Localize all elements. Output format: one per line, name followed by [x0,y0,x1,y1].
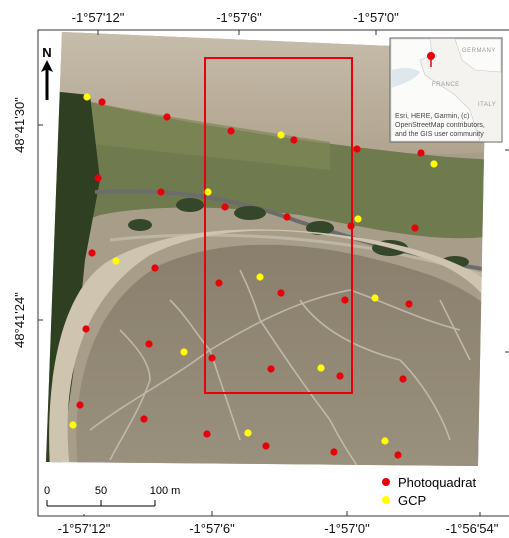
inset-location-marker [427,52,435,60]
gcp-point [317,364,325,372]
photoquadrat-point [399,375,407,383]
photoquadrat-point [394,451,402,459]
photoquadrat-point [341,296,349,304]
bottom-tick-label-3: -1°57'0" [324,521,370,536]
gcp-point [180,348,188,356]
north-arrow-label: N [42,45,51,60]
scale-label-50: 50 [95,485,107,497]
photoquadrat-point [290,136,298,144]
inset-attribution-line-3: and the GIS user community [395,131,484,138]
photoquadrat-point [267,365,275,373]
photoquadrat-point [215,279,223,287]
inset-label-italy: ITALY [478,102,496,108]
photoquadrat-point [140,415,148,423]
gcp-point [69,421,77,429]
left-tick-label-2: 48°41'24" [12,292,27,348]
bottom-tick-label-4: -1°56'54" [446,521,499,536]
gcp-point [112,257,120,265]
inset-label-france: FRANCE [432,82,460,88]
photoquadrat-point [94,174,102,182]
photoquadrat-point [157,188,165,196]
legend: Photoquadrat GCP [368,468,506,512]
photoquadrat-point [330,448,338,456]
photoquadrat-point [82,325,90,333]
photoquadrat-point [151,264,159,272]
photoquadrat-point [163,113,171,121]
gcp-point [354,215,362,223]
gcp-point [244,429,252,437]
bottom-tick-label-1: -1°57'12" [58,521,111,536]
photoquadrat-point [405,300,413,308]
sample-points [69,93,438,459]
photoquadrat-point [208,354,216,362]
top-tick-label-3: -1°57'0" [353,10,399,25]
gcp-point [204,188,212,196]
gcp-point [381,437,389,445]
scale-bar: 0 50 100 m [40,472,180,514]
gcp-point [83,93,91,101]
legend-swatch-gcp [382,496,390,504]
photoquadrat-point [76,401,84,409]
axis-ticks [38,30,509,516]
legend-swatch-photoquadrat [382,478,390,486]
top-tick-label-2: -1°57'6" [216,10,262,25]
gcp-point [371,294,379,302]
scale-label-100: 100 m [150,485,181,497]
photoquadrat-point [88,249,96,257]
scale-label-0: 0 [44,485,50,497]
photoquadrat-point [145,340,153,348]
photoquadrat-point [221,203,229,211]
photoquadrat-point [277,289,285,297]
photoquadrat-point [203,430,211,438]
gcp-point [256,273,264,281]
photoquadrat-point [347,222,355,230]
top-tick-label-1: -1°57'12" [72,10,125,25]
photoquadrat-point [411,224,419,232]
photoquadrat-point [336,372,344,380]
legend-label-photoquadrat: Photoquadrat [398,475,476,490]
photoquadrat-point [353,145,361,153]
inset-attribution-line-1: Esri, HERE, Garmin, (c) [395,113,469,120]
gcp-point [430,160,438,168]
inset-label-germany: GERMANY [462,48,496,54]
inset-map: GERMANY FRANCE ITALY Esri, HERE, Garmin,… [389,37,503,143]
north-arrow: N [41,45,53,100]
photoquadrat-point [262,442,270,450]
bottom-tick-label-2: -1°57'6" [189,521,235,536]
photoquadrat-point [98,98,106,106]
photoquadrat-point [283,213,291,221]
inset-attribution-line-2: OpenStreetMap contributors, [395,122,485,129]
left-tick-label-1: 48°41'30" [12,97,27,153]
photoquadrat-point [417,149,425,157]
gcp-point [277,131,285,139]
photoquadrat-point [227,127,235,135]
legend-label-gcp: GCP [398,493,426,508]
